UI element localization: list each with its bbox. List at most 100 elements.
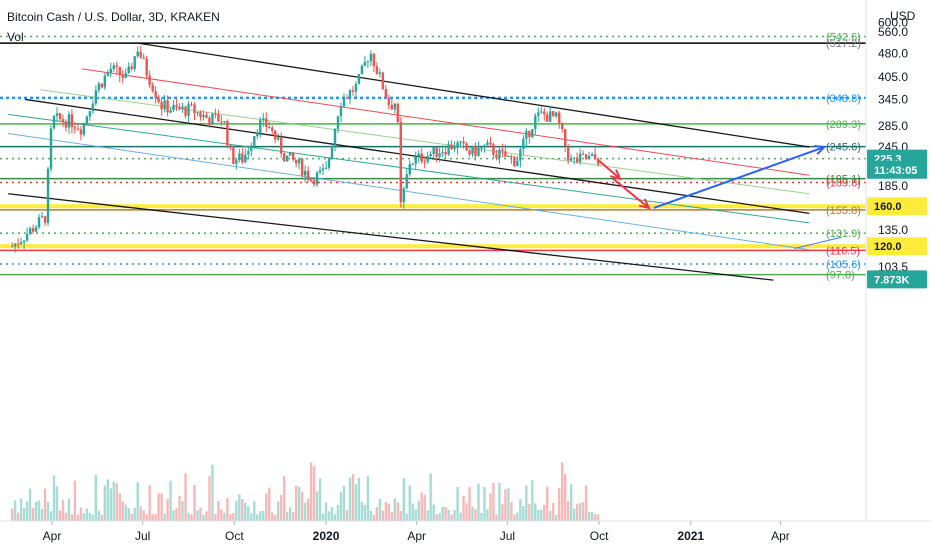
volume-bar-79 (247, 506, 250, 521)
candle-body-73 (229, 145, 232, 148)
volume-bar-138 (423, 495, 426, 521)
volume-bar-159 (486, 509, 489, 521)
volume-bar-147 (450, 514, 453, 521)
volume-bar-6 (28, 488, 32, 521)
y-tick-label-9: 103.5 (878, 260, 908, 274)
candle-body-124 (381, 72, 385, 90)
volume-bar-37 (121, 501, 124, 521)
candle-body-146 (447, 144, 450, 155)
candle-body-29 (97, 83, 101, 91)
candle-body-91 (282, 153, 286, 162)
volume-bar-107 (330, 506, 334, 521)
indicator-label: Vol (7, 30, 24, 44)
candle-body-188 (572, 157, 576, 159)
candle-body-21 (73, 127, 77, 129)
candle-body-147 (450, 144, 453, 150)
candle-body-88 (274, 130, 277, 140)
candle-body-163 (498, 149, 501, 158)
volume-bar-95 (294, 485, 298, 521)
candle-body-56 (178, 106, 181, 110)
candle-body-148 (453, 147, 456, 150)
time-axis: Apr Jul Oct 2020 Apr Jul Oct 2021 Apr (43, 521, 790, 543)
volume-bar-9 (37, 500, 41, 521)
channel-lines (8, 42, 842, 281)
x-tick-label-2: Oct (225, 529, 244, 543)
volume-bar-33 (109, 488, 112, 521)
candle-body-12 (46, 168, 50, 223)
candle-body-57 (181, 106, 184, 110)
volume-bar-0 (10, 508, 14, 521)
candle-body-16 (58, 113, 62, 120)
volume-bar-169 (516, 512, 519, 521)
candle-body-100 (309, 179, 313, 181)
volume-bar-116 (357, 477, 361, 521)
price-tag-label-4: 7.873K (874, 274, 910, 286)
volume-bar-96 (297, 486, 301, 521)
volume-bar-14 (52, 475, 56, 521)
candle-body-45 (145, 58, 148, 76)
candle-body-160 (489, 142, 492, 145)
candle-body-161 (492, 144, 495, 155)
volume-bar-120 (369, 510, 373, 521)
candle-body-172 (525, 130, 528, 139)
candle-body-135 (414, 156, 417, 164)
candle-body-18 (64, 121, 68, 128)
channel-line-0[interactable] (138, 42, 810, 148)
volume-bar-115 (354, 484, 358, 521)
candle-body-107 (330, 146, 334, 159)
volume-bar-112 (345, 510, 349, 521)
candle-body-162 (495, 154, 498, 158)
candle-body-182 (555, 112, 558, 117)
volume-bar-53 (169, 480, 172, 521)
volume-bar-101 (312, 466, 316, 521)
volume-bar-165 (504, 489, 507, 521)
volume-bar-85 (265, 493, 268, 521)
candle-body-152 (465, 143, 468, 151)
volume-bar-106 (327, 511, 331, 521)
candle-body-35 (115, 65, 118, 67)
volume-bar-59 (187, 512, 190, 521)
channel-line-3[interactable] (81, 68, 810, 176)
candle-body-47 (151, 85, 154, 92)
candle-body-105 (324, 167, 328, 169)
volume-bar-8 (34, 501, 38, 521)
volume-bar-183 (558, 487, 561, 521)
volume-bar-132 (405, 513, 408, 521)
candle-body-111 (342, 97, 346, 107)
y-tick-label-0: 600.0 (878, 16, 908, 30)
channel-line-1[interactable] (25, 98, 810, 215)
volume-bar-93 (288, 507, 292, 521)
volume-bar-69 (217, 500, 220, 521)
volume-bar-118 (363, 504, 367, 521)
volume-bar-94 (291, 512, 295, 521)
volume-bar-144 (441, 506, 444, 521)
arrow-line-1[interactable] (612, 177, 650, 209)
candle-body-49 (157, 97, 160, 103)
channel-line-7[interactable] (794, 236, 842, 250)
candle-body-28 (94, 90, 98, 104)
volume-bar-130 (399, 510, 402, 521)
volume-bar-172 (525, 485, 528, 521)
candle-body-64 (202, 114, 205, 118)
channel-line-2[interactable] (8, 193, 774, 281)
candle-body-51 (163, 100, 166, 110)
volume-bar-87 (271, 512, 274, 521)
x-tick-label-1: Jul (135, 529, 150, 543)
candle-body-110 (339, 106, 343, 117)
arrow-line-2[interactable] (653, 146, 825, 209)
level-labels: (542.6)(517.2) (348.8) (289.3) (245.6) (195.… (826, 32, 861, 282)
volume-bar-15 (55, 486, 59, 521)
channel-line-6[interactable] (8, 133, 810, 251)
volume-bar-29 (97, 510, 101, 521)
candle-body-134 (411, 163, 414, 165)
arrow-line-0[interactable] (598, 159, 621, 180)
volume-bar-46 (148, 485, 151, 521)
volume-bar-133 (408, 485, 411, 521)
candle-body-71 (223, 121, 226, 123)
volume-bar-22 (76, 514, 80, 521)
volume-bar-72 (226, 498, 229, 521)
candle-body-80 (250, 145, 253, 151)
candle-body-81 (253, 136, 256, 146)
volume-bar-108 (333, 514, 337, 521)
